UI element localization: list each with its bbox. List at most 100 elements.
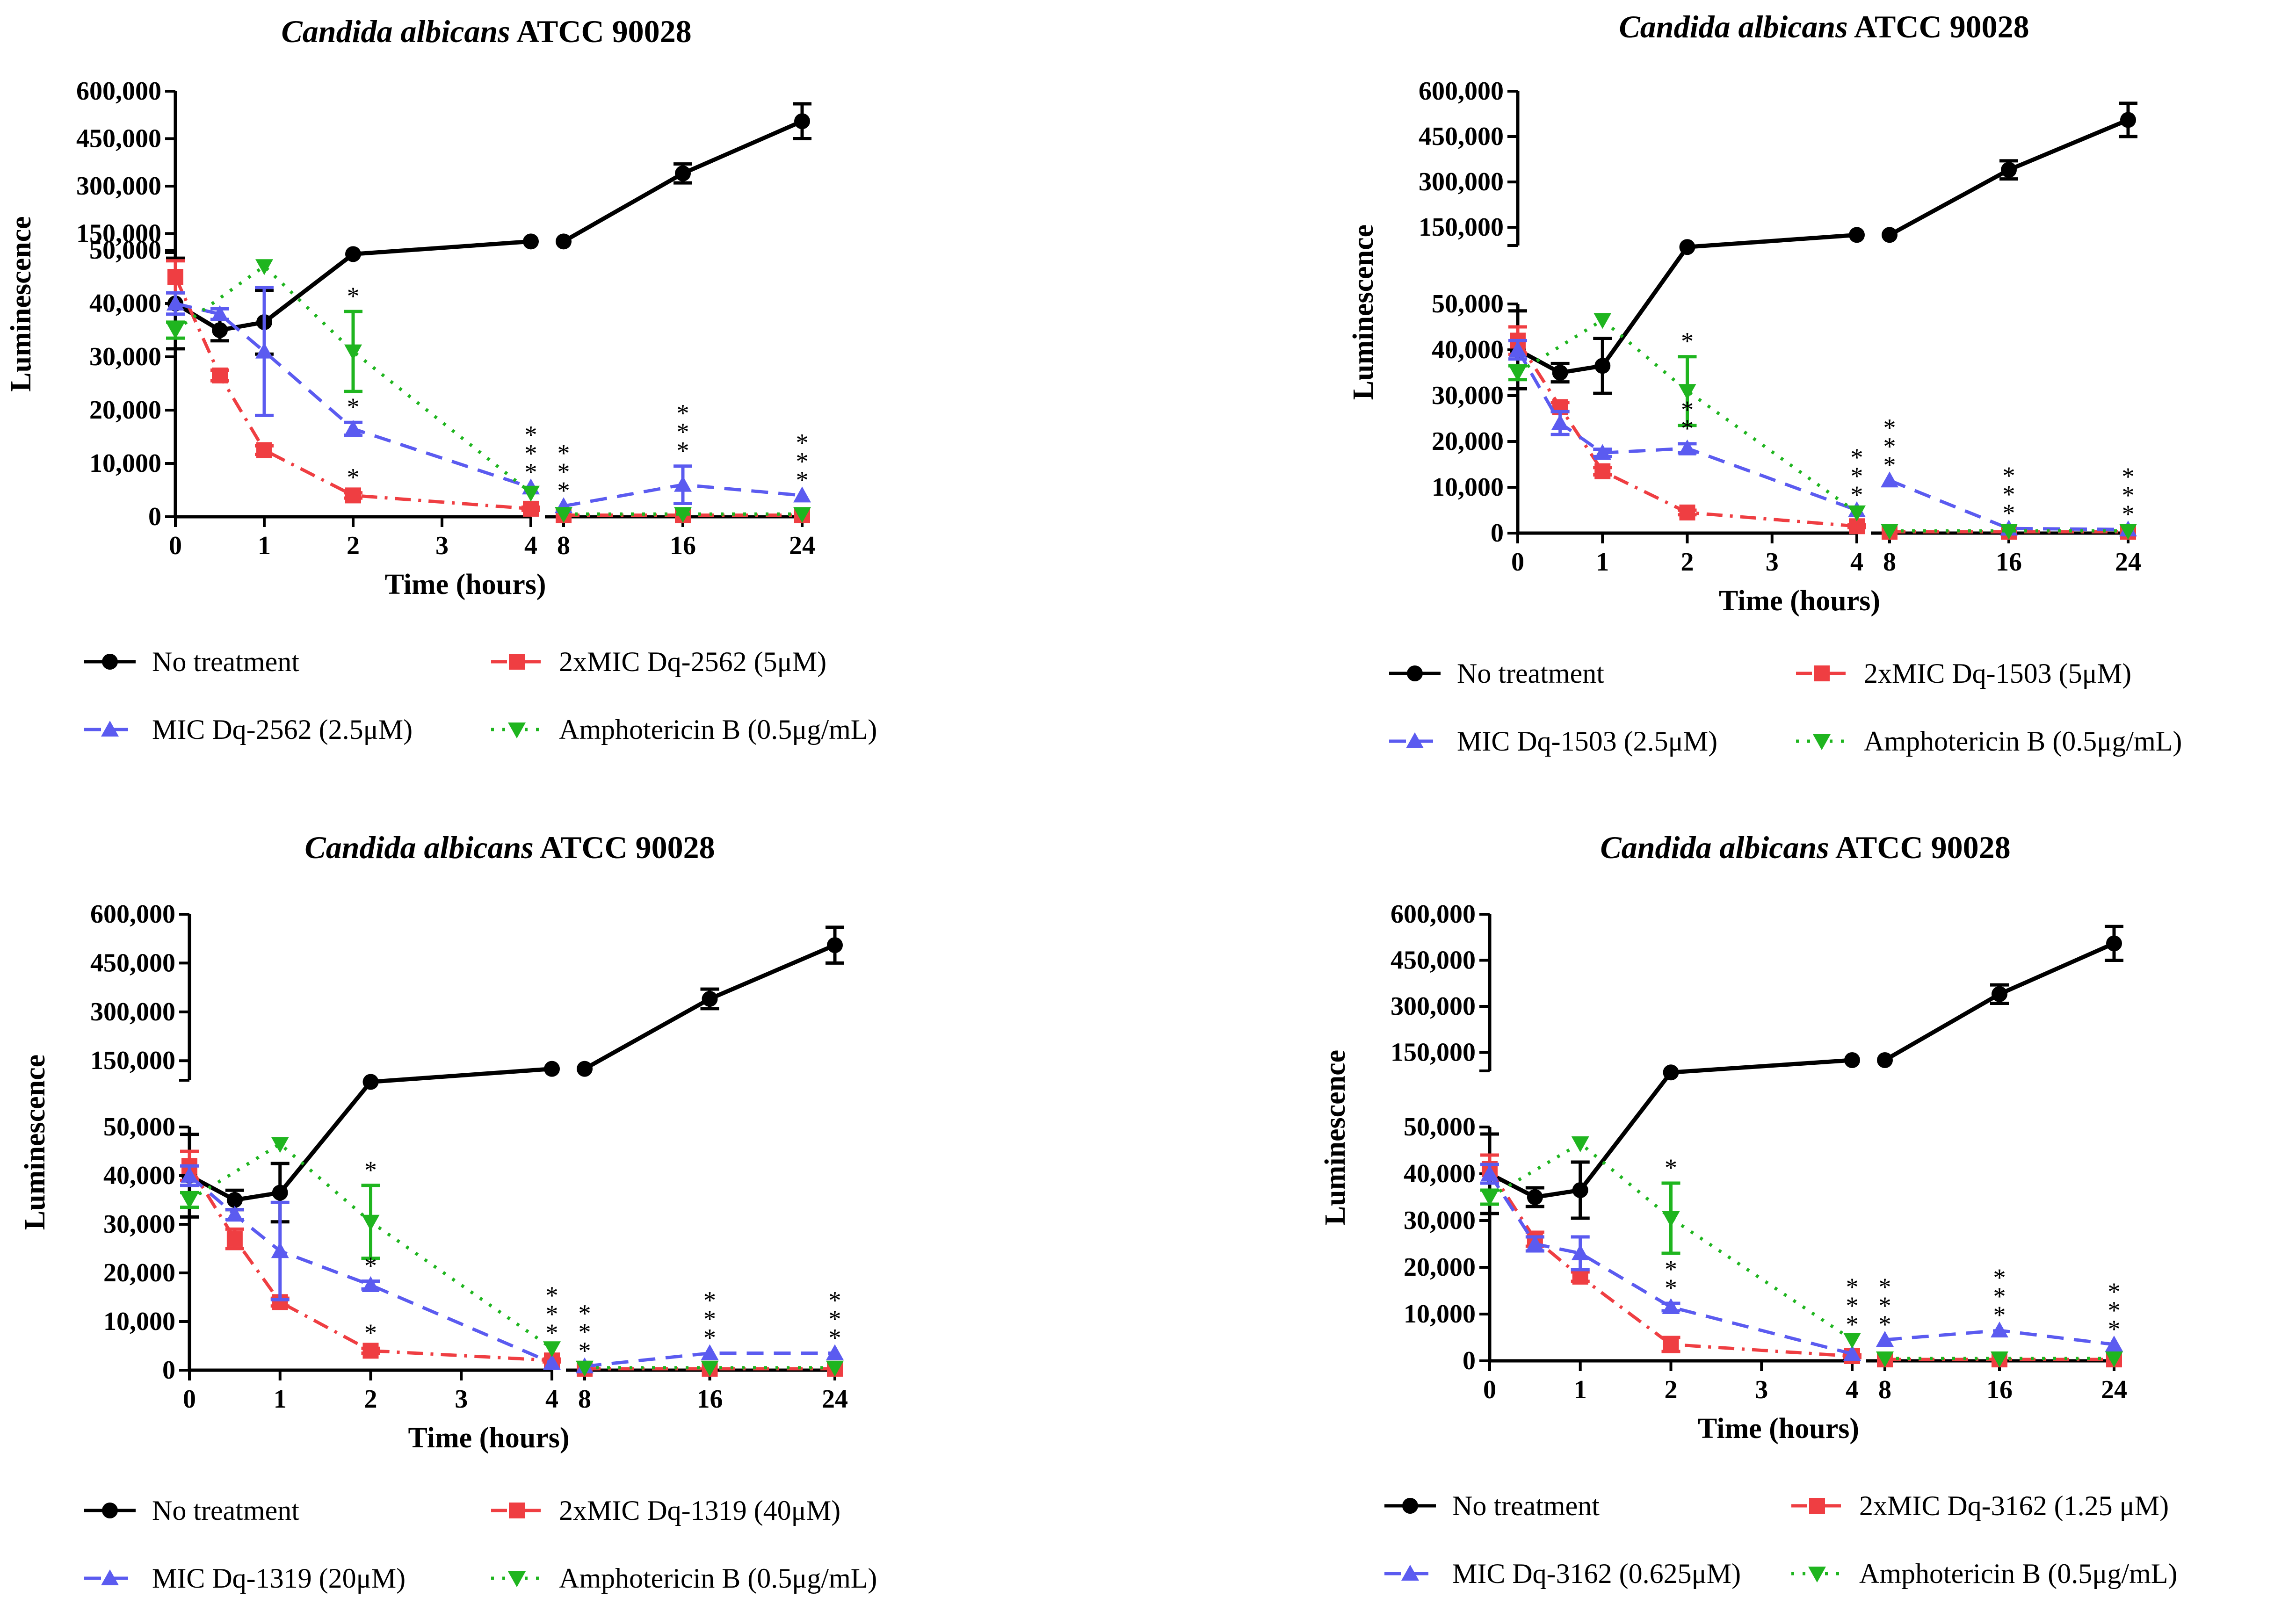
legend-label: MIC Dq-1319 (20μM) (152, 1563, 406, 1594)
data-point-triangle-down (1509, 366, 1527, 382)
data-point-square (362, 1343, 379, 1359)
y-tick-label-upper: 450,000 (1419, 122, 1504, 151)
data-point-square (226, 1231, 243, 1247)
data-point-triangle-down (1678, 384, 1696, 400)
y-tick-label-upper: 600,000 (1419, 77, 1504, 106)
legend-marker-triangle-up (101, 721, 119, 737)
data-point-triangle-up (2105, 1336, 2123, 1351)
legend-label: No treatment (152, 1495, 299, 1526)
y-tick-label-lower: 20,000 (1432, 427, 1504, 456)
y-axis-label: Luminescence (1319, 1050, 1351, 1225)
y-tick-label-upper: 450,000 (1391, 946, 1476, 975)
y-tick-label-upper: 150,000 (1419, 213, 1504, 242)
data-point-triangle-down (167, 323, 184, 339)
legend-marker-circle (102, 1503, 118, 1518)
legend-marker-triangle-up (1401, 1565, 1419, 1581)
y-tick-label-upper: 600,000 (1391, 900, 1476, 929)
significance-star: * (364, 1319, 377, 1347)
series-line (1516, 340, 1857, 528)
data-point-triangle-down (1593, 313, 1612, 329)
chart-title-rest: ATCC 90028 (1848, 9, 2029, 44)
data-point-circle (1679, 239, 1695, 255)
y-axis-label: Luminescence (5, 216, 37, 391)
legend-marker-square (509, 1503, 525, 1518)
series-triangle-up (166, 286, 811, 513)
legend-marker-square (1814, 665, 1830, 681)
x-tick-label-b: 16 (670, 531, 696, 560)
significance-star: * (1665, 1274, 1677, 1302)
significance-star: * (2122, 462, 2135, 491)
series-circle (1508, 101, 2137, 395)
data-point-circle (1877, 1052, 1893, 1069)
x-axis-label: Time (hours) (1698, 1413, 1859, 1445)
data-point-triangle-down (1991, 1351, 2008, 1367)
legend-label: No treatment (1452, 1490, 1600, 1521)
legend-label: Amphotericin B (0.5μg/mL) (559, 714, 877, 745)
data-point-triangle-up (1551, 414, 1569, 430)
data-point-circle (827, 937, 843, 954)
data-point-circle (675, 165, 691, 181)
data-point-triangle-up (674, 476, 692, 492)
x-tick-label-a: 3 (435, 531, 449, 560)
data-point-triangle-down (2000, 524, 2018, 540)
data-point-triangle-down (793, 507, 811, 523)
x-tick-label-a: 3 (1766, 548, 1779, 577)
y-tick-label-lower: 0 (1491, 519, 1504, 548)
legend-label: Amphotericin B (0.5μg/mL) (559, 1563, 877, 1594)
data-point-circle (2001, 162, 2017, 178)
data-point-triangle-up (543, 1354, 561, 1370)
x-tick-label-b: 8 (578, 1385, 591, 1414)
significance-star: * (546, 1319, 558, 1347)
significance-star: * (546, 1281, 558, 1309)
x-tick-label-a: 3 (1755, 1375, 1768, 1404)
significance-star: * (1883, 451, 1896, 479)
data-point-square (1572, 1269, 1588, 1285)
data-point-circle (702, 990, 718, 1007)
data-point-circle (1992, 986, 2007, 1002)
data-point-triangle-down (543, 1341, 561, 1358)
significance-star: * (1846, 1292, 1859, 1320)
legend-label: Amphotericin B (0.5μg/mL) (1864, 726, 2182, 757)
data-point-triangle-up (167, 295, 184, 311)
x-tick-label-b: 8 (1878, 1375, 1891, 1404)
data-point-triangle-down (522, 485, 540, 502)
data-point-square (1594, 463, 1611, 479)
data-point-triangle-down (2105, 1351, 2123, 1367)
x-tick-label-a: 2 (364, 1385, 377, 1414)
series-triangle-down (180, 1137, 844, 1377)
x-tick-label-a: 0 (1483, 1375, 1496, 1404)
legend-marker-circle (102, 654, 118, 670)
data-point-triangle-up (1678, 439, 1696, 455)
data-point-triangle-down (576, 1360, 594, 1377)
significance-star: * (364, 1252, 377, 1280)
data-point-triangle-down (826, 1360, 844, 1377)
significance-star: * (796, 428, 809, 456)
y-tick-label-lower: 30,000 (1432, 381, 1504, 410)
significance-star: * (1883, 413, 1896, 441)
significance-star: * (2108, 1315, 2121, 1343)
significance-star: * (1665, 1255, 1677, 1283)
chart-panel-2: Candida albicans ATCC 90028 0 10,000 20,000… (1347, 9, 2182, 757)
data-point-square (1663, 1337, 1679, 1352)
x-tick-label-b: 24 (2101, 1375, 2127, 1404)
y-tick-label-lower: 50,000 (103, 1113, 175, 1142)
legend-label: 2xMIC Dq-3162 (1.25 μM) (1859, 1490, 2169, 1521)
series-line (584, 1351, 835, 1368)
y-tick-label-lower: 0 (148, 502, 161, 531)
data-point-triangle-up (1509, 341, 1527, 357)
data-point-triangle-down (1481, 1190, 1499, 1206)
significance-star: * (1681, 396, 1694, 424)
x-tick-label-b: 16 (1986, 1375, 2013, 1404)
x-tick-label-a: 1 (1596, 548, 1609, 577)
data-point-triangle-up (1991, 1322, 2008, 1337)
data-point-triangle-down (1876, 1351, 1894, 1367)
data-point-triangle-down (1662, 1211, 1680, 1227)
y-tick-label-upper: 150,000 (76, 219, 161, 248)
legend-marker-triangle-down (508, 723, 526, 738)
x-tick-label-a: 4 (1846, 1375, 1859, 1404)
x-tick-label-b: 16 (697, 1385, 723, 1414)
data-point-triangle-up (1662, 1298, 1680, 1314)
data-point-triangle-up (211, 305, 229, 321)
significance-star: * (558, 439, 570, 467)
